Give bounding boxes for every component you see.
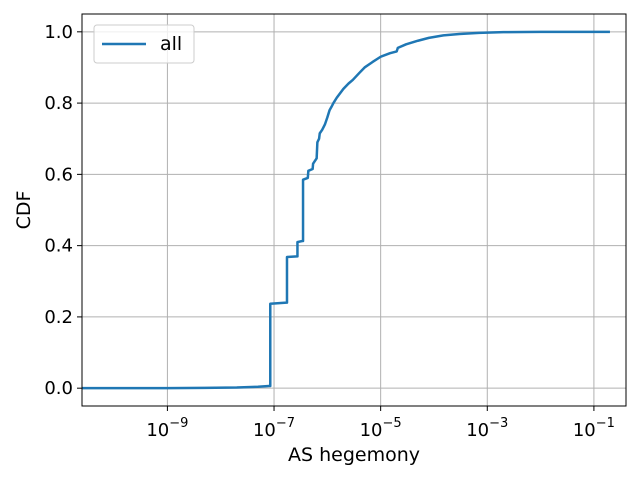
y-tick-label: 0.8 xyxy=(44,93,73,114)
y-tick-label: 0.2 xyxy=(44,307,73,328)
legend-label-all: all xyxy=(160,33,182,55)
y-axis-label: CDF xyxy=(13,191,35,230)
y-tick-label: 0.0 xyxy=(44,378,73,399)
y-tick-label: 0.6 xyxy=(44,164,73,185)
x-tick-label: 10−9 xyxy=(146,416,188,441)
plot-area-frame xyxy=(81,13,627,407)
series-line-all xyxy=(82,30,610,390)
x-tick-label: 10−7 xyxy=(253,416,295,441)
x-axis-ticks: 10−9 10−7 10−5 10−3 10−1 xyxy=(146,406,615,441)
y-axis-ticks: 0.0 0.2 0.4 0.6 0.8 1.0 xyxy=(44,22,82,399)
y-tick-label: 0.4 xyxy=(44,236,73,257)
x-tick-label: 10−3 xyxy=(466,416,508,441)
series-layer xyxy=(82,30,610,390)
x-axis-label: AS hegemony xyxy=(288,444,420,466)
legend: all xyxy=(93,24,195,64)
x-tick-label: 10−1 xyxy=(573,416,615,441)
y-tick-label: 1.0 xyxy=(44,22,73,43)
grid xyxy=(82,14,626,406)
x-tick-label: 10−5 xyxy=(360,416,402,441)
